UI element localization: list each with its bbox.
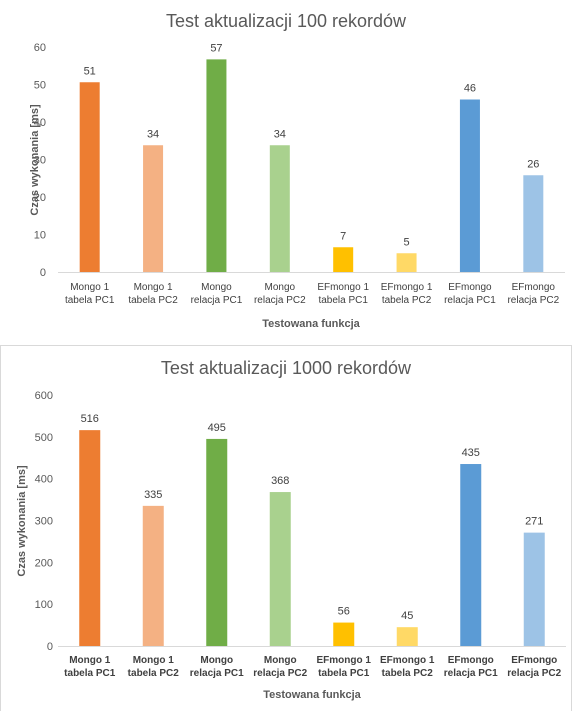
bar [79, 82, 100, 272]
y-tick-label: 30 [34, 155, 46, 167]
category-label: tabela PC1 [318, 668, 370, 679]
data-label: 335 [144, 489, 162, 501]
bar [523, 175, 544, 272]
data-label: 34 [147, 128, 159, 140]
category-label: Mongo [265, 282, 296, 293]
y-tick-label: 200 [35, 557, 53, 569]
category-label: EFmongo 1 [317, 282, 369, 293]
bar [333, 247, 354, 272]
bar [333, 622, 355, 646]
category-label: tabela PC2 [128, 295, 178, 306]
category-label: relacja PC1 [444, 295, 496, 306]
category-label: relacja PC1 [190, 668, 244, 679]
category-label: tabela PC2 [382, 668, 434, 679]
category-label: Mongo [200, 655, 233, 666]
category-label: tabela PC1 [64, 668, 116, 679]
chart-title: Test aktualizacji 1000 rekordów [161, 358, 412, 378]
y-tick-label: 600 [35, 390, 53, 402]
chart-title: Test aktualizacji 100 rekordów [166, 11, 407, 31]
bar [396, 253, 417, 272]
bar [459, 99, 480, 272]
plot-area: 0 100 200 300 400 500 600 516 Mongo 1 tabela PC1 3… [35, 390, 566, 679]
category-label: EFmongo [511, 655, 557, 666]
y-axis-title: Czas wykonania [ms] [29, 104, 41, 216]
category-label: EFmongo [448, 655, 494, 666]
y-tick-label: 100 [35, 599, 53, 611]
category-label: tabela PC2 [382, 295, 432, 306]
chart-panel-100: Test aktualizacji 100 rekordów Czas wyko… [0, 0, 572, 342]
category-label: Mongo [201, 282, 232, 293]
y-tick-label: 300 [35, 516, 53, 528]
y-tick-label: 50 [34, 80, 46, 92]
bar [523, 532, 545, 646]
data-label: 56 [338, 606, 350, 618]
bar [142, 505, 164, 646]
data-label: 271 [525, 516, 543, 528]
bar [269, 145, 290, 272]
x-axis-title: Testowana funkcja [263, 689, 361, 701]
category-label: Mongo 1 [70, 282, 109, 293]
data-label: 368 [271, 475, 289, 487]
category-label: relacja PC2 [254, 295, 306, 306]
bar [460, 464, 482, 646]
panel-separator [0, 342, 572, 345]
category-label: EFmongo 1 [380, 655, 435, 666]
y-axis-title: Czas wykonania [ms] [16, 465, 28, 577]
y-tick-label: 20 [34, 192, 46, 204]
y-tick-label: 40 [34, 117, 46, 129]
bar [206, 438, 228, 646]
data-label: 34 [274, 128, 286, 140]
bar [79, 430, 101, 646]
y-tick-label: 500 [35, 432, 53, 444]
category-label: Mongo 1 [133, 655, 175, 666]
chart-100-records: Test aktualizacji 100 rekordów Czas wyko… [29, 11, 565, 330]
category-label: Mongo 1 [69, 655, 111, 666]
data-label: 495 [208, 422, 226, 434]
data-label: 7 [340, 230, 346, 242]
data-label: 435 [462, 447, 480, 459]
category-label: EFmongo 1 [381, 282, 433, 293]
category-label: Mongo 1 [134, 282, 173, 293]
category-label: EFmongo [448, 282, 492, 293]
bar [206, 59, 227, 272]
data-label: 26 [527, 158, 539, 170]
bar [396, 627, 418, 646]
data-label: 45 [401, 610, 413, 622]
data-label: 51 [84, 65, 96, 77]
category-label: relacja PC2 [507, 668, 561, 679]
category-label: tabela PC1 [65, 295, 115, 306]
y-tick-label: 10 [34, 230, 46, 242]
x-axis-title: Testowana funkcja [262, 318, 360, 330]
category-label: relacja PC1 [191, 295, 243, 306]
category-label: EFmongo 1 [317, 655, 372, 666]
bar [269, 492, 291, 646]
plot-area: 0 10 20 30 40 50 60 51 Mongo 1 tabela PC1 34 Mongo … [34, 42, 565, 306]
category-label: relacja PC1 [444, 668, 498, 679]
chart-panel-1000: Test aktualizacji 1000 rekordów Czas wyk… [0, 345, 572, 711]
category-label: tabela PC2 [128, 668, 180, 679]
chart-1000-records: Test aktualizacji 1000 rekordów Czas wyk… [16, 358, 566, 701]
data-label: 516 [81, 413, 99, 425]
y-tick-label: 60 [34, 42, 46, 54]
category-label: Mongo [264, 655, 297, 666]
y-tick-label: 0 [47, 641, 53, 653]
category-label: relacja PC2 [507, 295, 559, 306]
bar [143, 145, 164, 272]
y-tick-label: 0 [40, 267, 46, 279]
data-label: 46 [464, 83, 476, 95]
category-label: tabela PC1 [318, 295, 368, 306]
data-label: 57 [210, 42, 222, 54]
y-tick-label: 400 [35, 474, 53, 486]
category-label: relacja PC2 [253, 668, 307, 679]
category-label: EFmongo [512, 282, 556, 293]
data-label: 5 [404, 236, 410, 248]
